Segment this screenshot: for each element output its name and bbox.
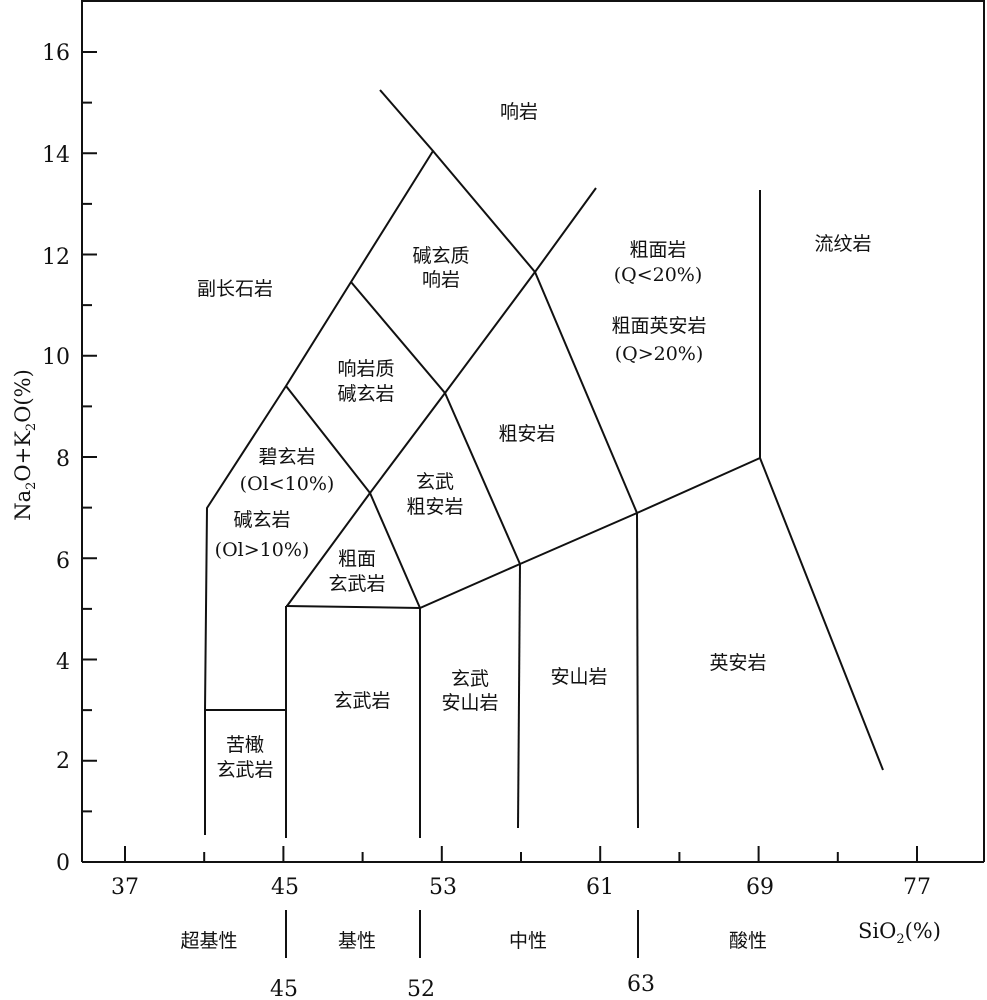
rock-class-ultrabasic: 超基性 bbox=[180, 930, 237, 952]
field-label-picrobasalt: 苦橄 bbox=[226, 734, 264, 756]
field-label-basaltic-andesite: 玄武 bbox=[451, 668, 489, 690]
field-label-tephriphonolite: 响岩 bbox=[422, 269, 460, 291]
x-tick-labels: 37 45 53 61 69 77 bbox=[111, 875, 931, 900]
field-label-trachydacite-cond: (Q>20%) bbox=[615, 343, 704, 365]
field-label-phonotephrite: 碱玄岩 bbox=[337, 383, 394, 405]
field-label-trachyte-cond: (Q<20%) bbox=[614, 264, 703, 286]
y-axis-label: Na2O+K2O(%) bbox=[11, 369, 39, 521]
field-label-tephrite-cond: (Ol>10%) bbox=[215, 539, 310, 561]
y-tick-label: 4 bbox=[56, 650, 70, 675]
field-label-tephriphonolite: 碱玄质 bbox=[412, 245, 469, 267]
x-tick-label: 45 bbox=[271, 875, 299, 900]
field-label-basaltic-trachyandesite: 粗安岩 bbox=[406, 496, 463, 518]
rock-class-basic: 基性 bbox=[338, 930, 376, 952]
x-axis-label: SiO2(%) bbox=[858, 919, 941, 947]
field-label-foidite: 副长石岩 bbox=[197, 278, 273, 300]
y-tick-label: 8 bbox=[56, 447, 70, 472]
x-tick-label: 69 bbox=[746, 875, 774, 900]
boundary-trachyandesite-base bbox=[444, 392, 521, 565]
field-label-trachybasalt: 玄武岩 bbox=[328, 573, 385, 595]
field-label-tephrite: 碱玄岩 bbox=[233, 509, 290, 531]
class-boundary-values: 45 52 63 bbox=[270, 972, 655, 1000]
rock-class-labels: 超基性 基性 中性 酸性 bbox=[180, 930, 767, 952]
field-label-trachydacite: 粗面英安岩 bbox=[611, 315, 706, 337]
field-label-basaltic-andesite: 安山岩 bbox=[441, 692, 498, 714]
boundary-57 bbox=[517, 563, 521, 829]
plot-frame bbox=[81, 0, 985, 863]
x-tick-label: 77 bbox=[903, 875, 931, 900]
field-labels: 响岩 副长石岩 碱玄质 响岩 响岩质 碱玄岩 碧玄岩 (Ol<10%) 碱玄岩 … bbox=[197, 101, 872, 781]
rock-class-acidic: 酸性 bbox=[729, 930, 767, 952]
y-tick-label: 6 bbox=[56, 549, 70, 574]
field-label-trachyte: 粗面岩 bbox=[629, 239, 686, 261]
y-tick-label: 16 bbox=[42, 41, 70, 66]
rock-class-intermediate: 中性 bbox=[509, 930, 547, 952]
boundary-63 bbox=[636, 512, 639, 829]
field-label-phonotephrite: 响岩质 bbox=[337, 358, 394, 380]
class-boundary-63: 63 bbox=[627, 972, 655, 997]
field-label-basanite: 碧玄岩 bbox=[258, 446, 315, 468]
x-tick-label: 53 bbox=[429, 875, 457, 900]
y-tick-label: 10 bbox=[42, 345, 70, 370]
field-label-rhyolite: 流纹岩 bbox=[814, 233, 871, 255]
y-tick-label: 14 bbox=[42, 143, 70, 168]
field-label-basanite-cond: (Ol<10%) bbox=[240, 473, 335, 495]
x-tick-label: 37 bbox=[111, 875, 139, 900]
y-tick-label: 12 bbox=[42, 245, 70, 270]
boundary-foidite-left bbox=[204, 89, 435, 835]
y-tick-labels: 0 2 4 6 8 10 12 14 16 bbox=[42, 41, 70, 876]
class-separators bbox=[285, 910, 639, 958]
field-label-andesite: 安山岩 bbox=[550, 666, 607, 688]
field-label-picrobasalt: 玄武岩 bbox=[216, 759, 273, 781]
y-tick-label: 2 bbox=[56, 749, 70, 774]
field-label-phonolite: 响岩 bbox=[500, 101, 538, 123]
field-boundaries bbox=[204, 89, 884, 838]
class-boundary-52: 52 bbox=[407, 977, 435, 1000]
boundary-trachyte-base bbox=[534, 271, 638, 514]
boundary-trachybasalt bbox=[286, 491, 421, 609]
y-tick-label: 0 bbox=[56, 851, 70, 876]
class-boundary-45: 45 bbox=[270, 977, 298, 1000]
field-label-dacite: 英安岩 bbox=[709, 652, 766, 674]
field-label-basalt: 玄武岩 bbox=[333, 690, 390, 712]
y-axis-ticks bbox=[82, 51, 97, 863]
field-label-trachyandesite: 粗安岩 bbox=[498, 423, 555, 445]
x-axis-ticks bbox=[124, 846, 918, 862]
field-label-trachybasalt: 粗面 bbox=[338, 548, 376, 570]
x-tick-label: 61 bbox=[586, 875, 614, 900]
boundary-rhyolite-left bbox=[759, 190, 884, 771]
field-label-basaltic-trachyandesite: 玄武 bbox=[416, 471, 454, 493]
